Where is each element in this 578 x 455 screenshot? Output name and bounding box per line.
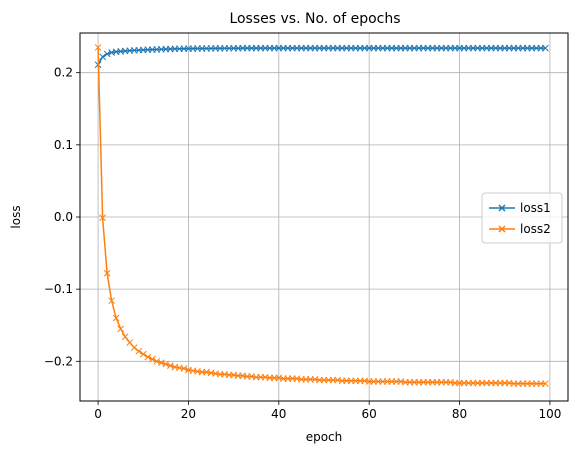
y-tick-label: 0.1: [54, 138, 73, 152]
y-tick-label: −0.2: [44, 354, 73, 368]
series-line-loss1: [97, 47, 546, 66]
data-point-loss2: [162, 360, 170, 368]
legend-item-loss1: loss1: [489, 201, 551, 215]
data-point-loss2: [130, 344, 138, 351]
data-point-loss2: [112, 314, 120, 322]
data-point-loss1: [542, 44, 549, 52]
series-line-loss2: [97, 47, 546, 385]
data-point-loss2: [94, 44, 102, 51]
data-point-loss2: [139, 350, 147, 358]
x-tick-label: 40: [271, 407, 286, 421]
legend-marker-loss1: [498, 204, 506, 212]
data-point-loss1: [103, 50, 111, 58]
data-point-loss2: [103, 269, 111, 277]
data-point-loss2: [144, 353, 152, 361]
data-point-loss2: [153, 357, 161, 365]
data-point-loss2: [117, 325, 125, 333]
x-tick-label: 80: [452, 407, 467, 421]
y-axis-label: loss: [9, 205, 23, 228]
data-point-loss2: [99, 214, 106, 222]
data-point-loss2: [148, 355, 156, 363]
x-tick-label: 20: [181, 407, 196, 421]
x-tick-label: 60: [362, 407, 377, 421]
data-point-loss2: [121, 333, 129, 341]
data-point-loss2: [108, 297, 115, 305]
data-point-loss1: [99, 53, 106, 61]
y-tick-label: −0.1: [44, 282, 73, 296]
data-point-loss2: [167, 362, 174, 369]
data-point-loss2: [157, 359, 165, 367]
x-tick-label: 100: [538, 407, 561, 421]
grid: [80, 33, 568, 401]
data-point-loss2: [135, 347, 143, 355]
legend: loss1 loss2: [481, 192, 563, 244]
y-tick-label: 0.0: [54, 210, 73, 224]
legend-marker-loss2: [498, 225, 506, 233]
legend-label-loss2: loss2: [520, 222, 551, 236]
chart-title: Losses vs. No. of epochs: [229, 11, 400, 27]
data-point-loss2: [180, 365, 188, 372]
legend-box: [481, 192, 563, 244]
data-point-loss2: [542, 380, 549, 388]
plot-area: [94, 44, 549, 388]
legend-item-loss2: loss2: [489, 222, 551, 236]
x-tick-label: 0: [94, 407, 102, 421]
axis-ticks: 0 20 40 60 80 100 −0.2 −0.1 0.0 0.1 0.2: [44, 66, 562, 421]
y-tick-label: 0.2: [54, 66, 73, 80]
legend-label-loss1: loss1: [520, 201, 551, 215]
x-axis-label: epoch: [306, 430, 343, 444]
